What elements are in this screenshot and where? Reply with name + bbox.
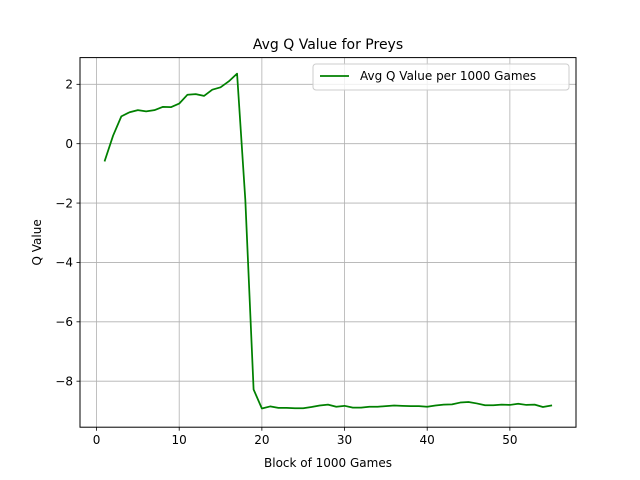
series-layer xyxy=(103,72,553,410)
x-tick-label: 50 xyxy=(502,433,517,447)
grid xyxy=(80,57,576,428)
series-line xyxy=(103,72,553,410)
y-tick-label: 0 xyxy=(65,137,73,151)
y-tick-label: −6 xyxy=(55,315,73,329)
ticks: 0 10 20 30 40 50 −8 −6 −4 −2 0 2 xyxy=(55,78,517,448)
legend-box xyxy=(312,63,570,91)
x-tick-label: 40 xyxy=(420,433,435,447)
y-axis-label: Q Value xyxy=(30,219,44,265)
chart-title: Avg Q Value for Preys xyxy=(253,37,403,53)
y-tick-label: −4 xyxy=(55,256,73,270)
x-tick-label: 30 xyxy=(337,433,352,447)
y-tick-label: 2 xyxy=(65,78,73,92)
plot-frame xyxy=(79,57,577,428)
x-axis-label: Block of 1000 Games xyxy=(264,456,392,470)
x-tick-label: 20 xyxy=(254,433,269,447)
legend-label: Avg Q Value per 1000 Games xyxy=(360,69,536,83)
y-tick-label: −2 xyxy=(55,196,73,210)
legend: Avg Q Value per 1000 Games xyxy=(312,63,570,91)
y-tick-label: −8 xyxy=(55,374,73,388)
x-tick-label: 0 xyxy=(93,433,101,447)
x-tick-label: 10 xyxy=(172,433,187,447)
